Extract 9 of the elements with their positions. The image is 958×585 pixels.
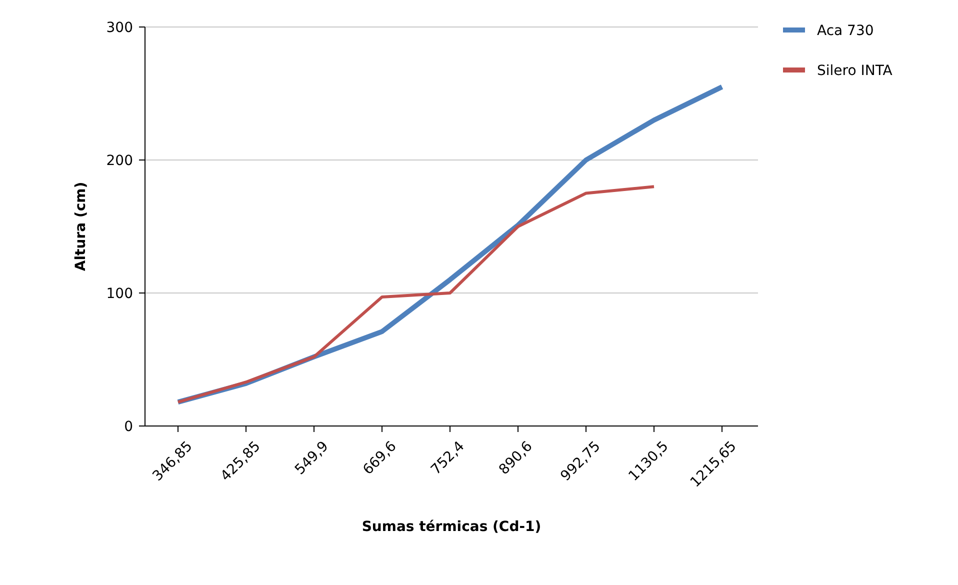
y-tick-label: 200 [106,152,133,169]
line-series [176,185,656,404]
y-tick-label: 0 [124,418,133,435]
y-tick-label: 100 [106,286,133,302]
y-tick-label: 300 [106,20,133,36]
x-axis-title: Sumas térmicas (Cd-1) [362,519,542,535]
y-axis-title: Altura (cm) [73,182,89,272]
legend-label: Aca 730 [817,22,874,39]
legend-label: Silero INTA [817,62,893,79]
